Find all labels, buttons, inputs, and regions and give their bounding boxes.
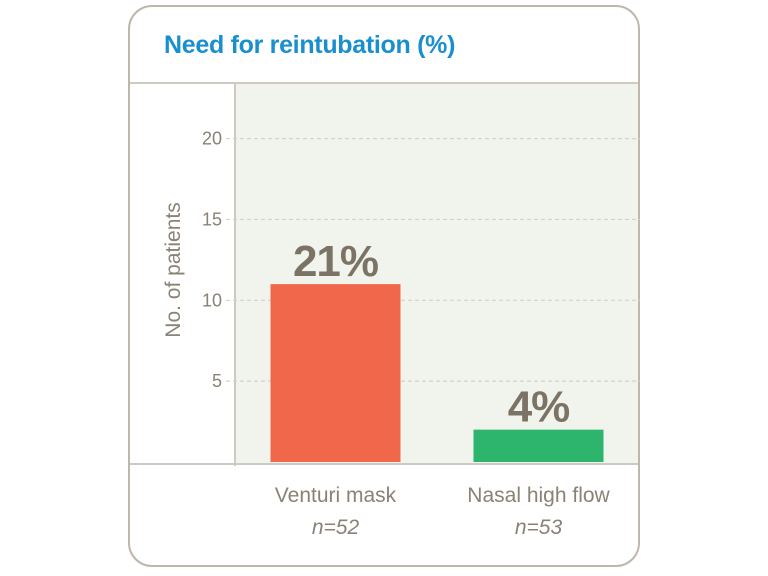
y-tick-label: 5: [212, 371, 222, 391]
category-label: Venturi mask: [275, 484, 397, 507]
chart-title: Need for reintubation (%): [164, 31, 456, 59]
x-axis-line: [130, 463, 638, 465]
y-axis-label: No. of patients: [162, 202, 185, 337]
category-sublabel: n=53: [515, 516, 563, 539]
category-sublabel: n=52: [312, 516, 360, 539]
category-label: Nasal high flow: [467, 484, 610, 507]
data-labels: 21% 4%: [293, 237, 570, 432]
data-label: 4%: [508, 383, 570, 432]
gridlines: [226, 137, 640, 382]
y-tick-label: 10: [202, 290, 222, 310]
y-axis-line: [234, 84, 236, 466]
bars: [270, 284, 604, 462]
y-tick-label: 20: [202, 129, 222, 149]
y-tick-labels: 5 10 15 20: [202, 129, 222, 392]
y-tick-label: 15: [202, 209, 222, 229]
bar: [473, 429, 604, 462]
data-label: 21%: [293, 237, 378, 286]
bar: [270, 284, 401, 462]
title-divider: [130, 82, 638, 84]
category-labels: Venturi mask n=52 Nasal high flow n=53: [275, 484, 611, 539]
